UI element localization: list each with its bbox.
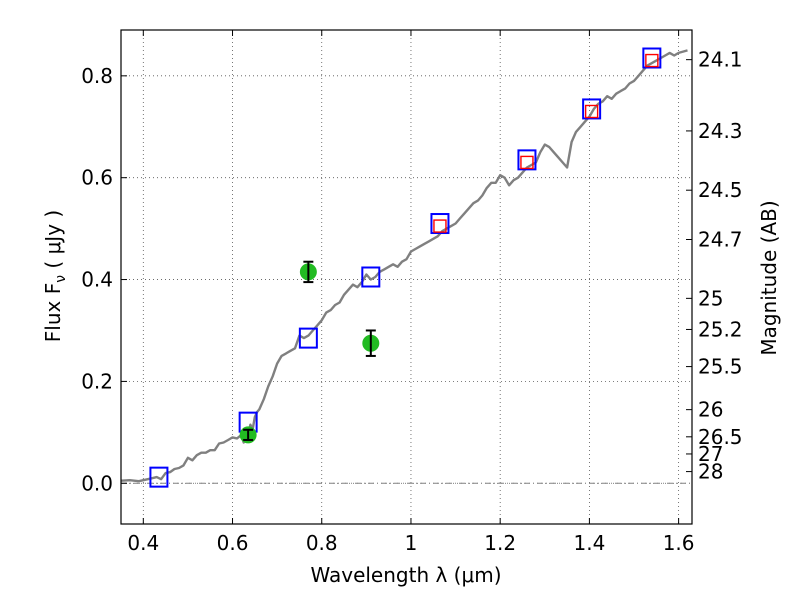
y-axis-label-subscript: ν (53, 275, 69, 283)
x-tick-label: 1.6 (663, 531, 695, 555)
y2-tick-label: 24.7 (698, 228, 743, 252)
x-tick-label: 1.2 (484, 531, 516, 555)
y2-tick-label: 28 (698, 460, 723, 484)
observed-squares-series (433, 53, 659, 233)
svg-text:Flux Fν ( μJy ): Flux Fν ( μJy ) (41, 210, 69, 342)
x-tick-label: 0.4 (127, 531, 159, 555)
x-tick-label: 1 (405, 531, 418, 555)
y-tick-label: 0.6 (81, 166, 113, 190)
model-square (582, 98, 602, 120)
model-square (361, 266, 381, 288)
y2-tick-label: 24.1 (698, 48, 743, 72)
y2-tick-label: 25.5 (698, 355, 743, 379)
y2-tick-label: 24.5 (698, 178, 743, 202)
y-tick-label: 0.0 (81, 471, 113, 495)
y2-tick-label: 26 (698, 398, 723, 422)
y2-tick-label: 26.5 (698, 425, 743, 449)
y-axis-label-unit: ( μJy ) (41, 210, 65, 275)
model-square (517, 149, 537, 171)
y2-tick-label: 24.3 (698, 119, 743, 143)
observed-square (645, 53, 659, 68)
ticks (121, 30, 692, 524)
x-axis-label: Wavelength λ (μm) (310, 563, 501, 587)
x-tick-label: 1.4 (573, 531, 605, 555)
y-axis-label: Flux Fν ( μJy ) (41, 210, 69, 342)
model-square (642, 47, 662, 69)
y2-tick-label: 25 (698, 286, 723, 310)
y2-tick-label: 25.2 (698, 317, 743, 341)
y-tick-label: 0.8 (81, 64, 113, 88)
observed-square (520, 155, 534, 170)
y2-axis-label: Magnitude (AB) (757, 200, 781, 355)
plot-frame (120, 29, 693, 525)
model-square (430, 213, 450, 235)
observed-square (433, 219, 447, 233)
y-tick-label: 0.4 (81, 268, 113, 292)
model-square (298, 327, 318, 349)
x-tick-label: 0.8 (306, 531, 338, 555)
tick-labels: 0.4 0.6 0.8 1 1.2 1.4 1.6 0.0 0.2 0.4 0.6 0.8 24.1 24… (81, 48, 742, 555)
observed-square (584, 104, 599, 119)
observed-points-series (239, 260, 380, 444)
x-tick-label: 0.6 (217, 531, 249, 555)
y2-tick-label: 27 (698, 442, 723, 466)
model-squares-series (149, 47, 662, 488)
svg-text:Magnitude (AB): Magnitude (AB) (757, 200, 781, 355)
y-tick-label: 0.2 (81, 369, 113, 393)
model-square (149, 466, 169, 488)
y-axis-label-main: Flux F (41, 283, 65, 342)
